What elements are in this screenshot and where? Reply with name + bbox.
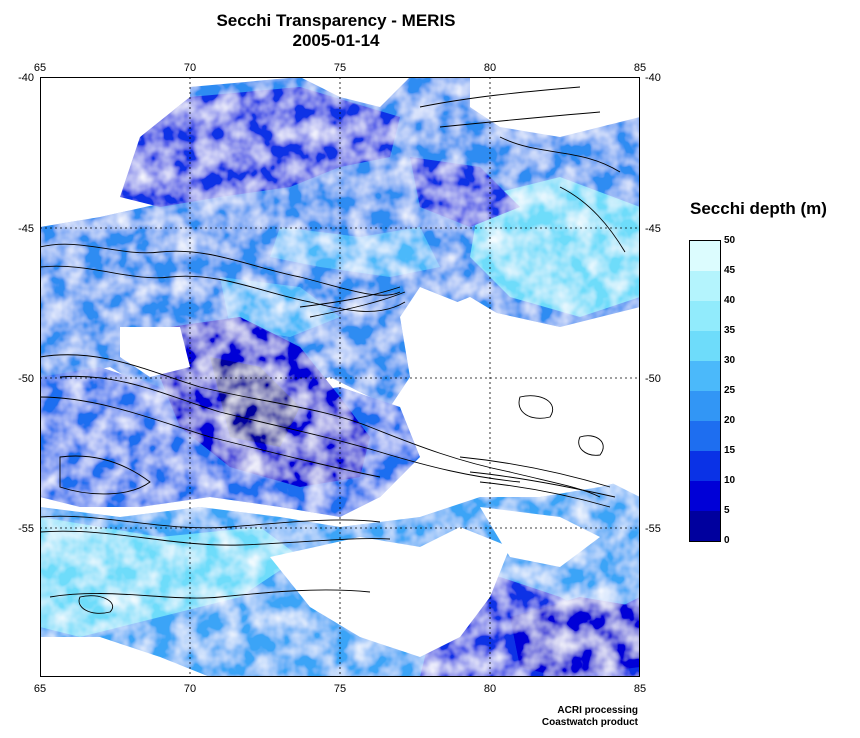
colorbar-label-35: 35 (724, 325, 736, 336)
colorbar-label-30: 30 (724, 355, 736, 366)
colorbar-label-0: 0 (724, 535, 730, 546)
colorbar-swatch (690, 361, 720, 391)
colorbar-swatch (690, 331, 720, 361)
colorbar-swatch (690, 421, 720, 451)
lon-tick-bottom-75: 75 (333, 683, 347, 695)
colorbar-swatch (690, 481, 720, 511)
colorbar-title: Secchi depth (m) (690, 199, 827, 218)
lon-tick-top-65: 65 (33, 62, 47, 74)
lon-tick-top-85: 85 (633, 62, 647, 74)
colorbar-swatch (690, 241, 720, 271)
colorbar-swatch (690, 301, 720, 331)
lat-tick-left-50: -50 (18, 373, 34, 385)
colorbar-label-50: 50 (724, 235, 736, 246)
lon-tick-bottom-65: 65 (33, 683, 47, 695)
lat-tick-right-45: -45 (645, 223, 661, 235)
colorbar-label-15: 15 (724, 445, 736, 456)
colorbar-swatch (690, 511, 720, 541)
colorbar-swatch (690, 271, 720, 301)
lon-tick-bottom-80: 80 (483, 683, 497, 695)
lon-tick-top-70: 70 (183, 62, 197, 74)
lat-tick-left-45: -45 (18, 223, 34, 235)
map-frame (40, 77, 640, 677)
colorbar-label-10: 10 (724, 475, 736, 486)
bathymetry-contours (40, 86, 626, 614)
secchi-depth-map (40, 77, 640, 677)
lon-tick-bottom-70: 70 (183, 683, 197, 695)
colorbar-label-40: 40 (724, 295, 736, 306)
colorbar-label-45: 45 (724, 265, 736, 276)
colorbar-label-20: 20 (724, 415, 736, 426)
lon-tick-bottom-85: 85 (633, 683, 647, 695)
map-date: 2005-01-14 (292, 31, 380, 50)
credit-processing: ACRI processing (557, 705, 638, 716)
colorbar-swatch (690, 391, 720, 421)
lat-tick-right-40: -40 (645, 72, 661, 84)
lon-tick-top-80: 80 (483, 62, 497, 74)
lat-tick-right-50: -50 (645, 373, 661, 385)
colorbar-label-25: 25 (724, 385, 736, 396)
lat-tick-left-40: -40 (18, 72, 34, 84)
colorbar-swatch (690, 451, 720, 481)
graticule (40, 77, 640, 677)
colorbar (689, 240, 721, 542)
lon-tick-top-75: 75 (333, 62, 347, 74)
colorbar-label-5: 5 (724, 505, 730, 516)
credit-product: Coastwatch product (541, 717, 638, 728)
lat-tick-left-55: -55 (18, 523, 34, 535)
map-title: Secchi Transparency - MERIS (216, 11, 456, 30)
lat-tick-right-55: -55 (645, 523, 661, 535)
